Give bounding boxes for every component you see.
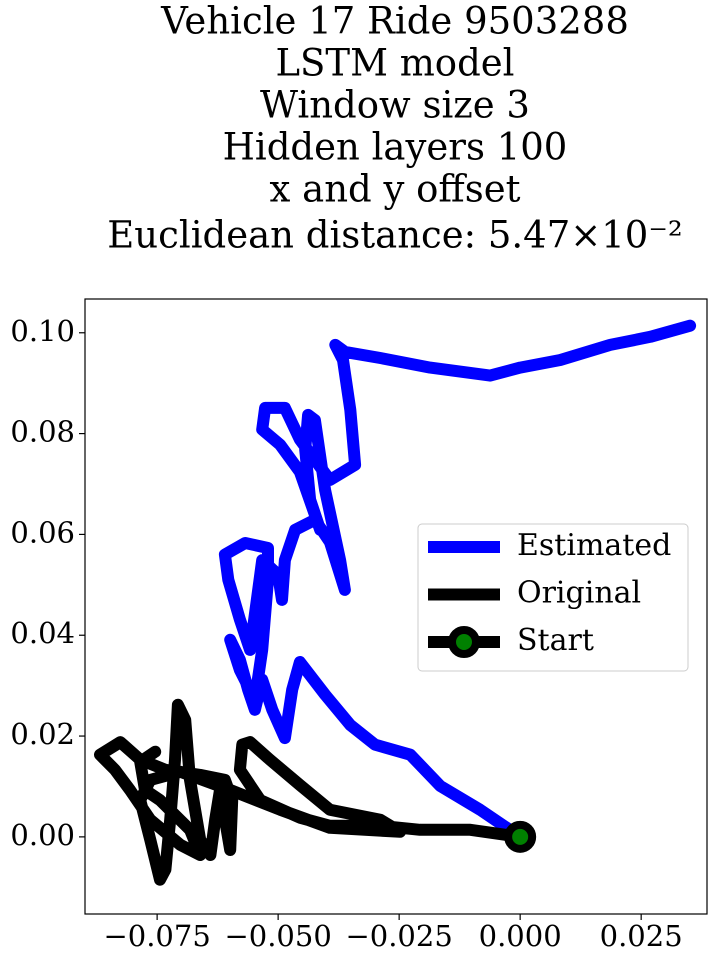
title-line: Vehicle 17 Ride 9503288 bbox=[160, 0, 629, 43]
series-line bbox=[218, 319, 697, 843]
title-line: Hidden layers 100 bbox=[223, 126, 568, 169]
title-line: Window size 3 bbox=[260, 84, 530, 127]
title-line: Euclidean distance: 5.47×10⁻² bbox=[107, 214, 682, 257]
title-line: LSTM model bbox=[275, 42, 514, 85]
x-tick-label: 0.000 bbox=[479, 919, 562, 953]
x-tick-label: −0.025 bbox=[345, 919, 452, 953]
plot-frame bbox=[84, 298, 708, 915]
y-tick-label: 0.04 bbox=[10, 616, 75, 650]
start-marker bbox=[504, 820, 537, 853]
x-tick-label: −0.050 bbox=[224, 919, 331, 953]
legend: Estimated Original Start bbox=[417, 523, 689, 672]
series-line bbox=[94, 698, 527, 886]
title-line: x and y offset bbox=[270, 168, 521, 211]
legend-label: Start bbox=[517, 623, 594, 658]
legend-box bbox=[417, 523, 689, 672]
y-tick-label: 0.06 bbox=[10, 515, 75, 549]
legend-label: Original bbox=[517, 576, 641, 611]
y-tick-label: 0.08 bbox=[10, 415, 75, 449]
y-tick-label: 0.10 bbox=[10, 314, 75, 348]
x-tick-label: 0.025 bbox=[600, 919, 683, 953]
y-tick-label: 0.02 bbox=[10, 717, 75, 751]
x-tick-label: −0.075 bbox=[103, 919, 210, 953]
y-tick-label: 0.00 bbox=[10, 818, 75, 852]
legend-marker bbox=[448, 626, 480, 658]
legend-label: Estimated bbox=[517, 528, 671, 563]
